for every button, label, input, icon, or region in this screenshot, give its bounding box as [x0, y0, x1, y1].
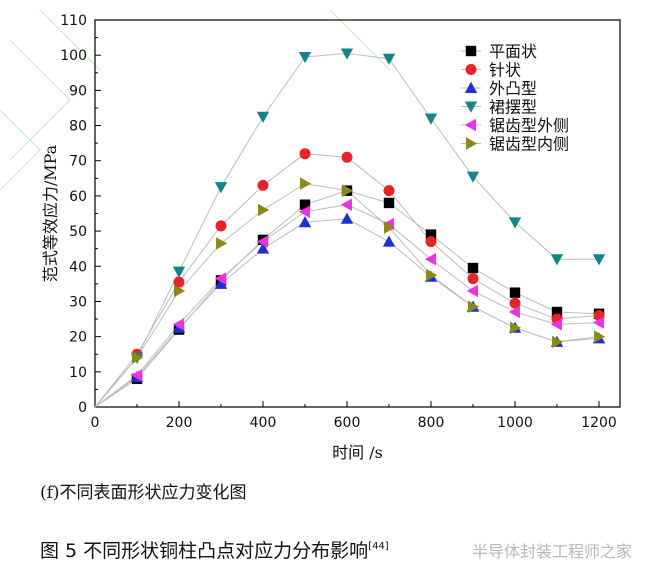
data-point-series-5: [592, 316, 604, 329]
sub-caption: (f)不同表面形状应力变化图: [40, 483, 247, 503]
y-axis-label: 范式等效应力/MPa: [41, 144, 60, 282]
legend-marker: [465, 45, 477, 57]
data-point-series-6: [216, 237, 228, 250]
data-point-series-4: [508, 217, 522, 229]
data-point-series-5: [214, 272, 226, 285]
x-tick-label: 600: [334, 415, 361, 431]
plot-frame: [94, 19, 621, 408]
data-point-series-6: [174, 284, 186, 298]
watermark: 半导体封装工程师之家: [472, 542, 633, 561]
y-tick-label: 100: [60, 48, 87, 64]
data-point-series-4: [382, 53, 396, 65]
data-point-series-5: [466, 284, 478, 298]
legend-label: 锯齿型外侧: [489, 116, 569, 135]
data-point-series-6: [594, 330, 606, 343]
data-point-series-5: [298, 205, 310, 218]
legend-marker: [464, 81, 478, 93]
data-point-series-5: [172, 318, 184, 331]
stress-chart: 0 200 400 600 800 1000 1200 0 10 20 30 40 50 60 70 80 90…: [41, 13, 621, 462]
data-point-series-3: [214, 277, 228, 289]
legend-marker: [466, 137, 478, 150]
x-tick-label: 0: [91, 415, 100, 431]
y-tick-label: 30: [69, 294, 87, 310]
data-point-series-6: [552, 335, 564, 349]
data-point-series-4: [256, 111, 270, 123]
data-point-series-3: [256, 242, 270, 254]
legend-label: 外凸型: [489, 79, 537, 98]
legend-marker: [464, 101, 478, 113]
data-point-series-2: [341, 151, 353, 163]
data-point-series-1: [383, 197, 395, 209]
data-point-series-6: [132, 351, 144, 364]
data-point-series-4: [298, 51, 312, 64]
y-tick-label: 90: [69, 83, 87, 99]
y-tick-label: 80: [69, 119, 87, 135]
data-point-series-6: [300, 177, 312, 190]
data-point-series-4: [340, 48, 354, 60]
data-point-series-4: [172, 266, 186, 278]
data-point-series-5: [550, 318, 562, 331]
data-point-series-6: [342, 184, 354, 197]
y-tick-label: 70: [69, 154, 87, 170]
y-tick-label: 40: [69, 259, 87, 275]
x-tick-label: 1000: [497, 415, 533, 431]
data-point-series-2: [215, 220, 227, 232]
y-tick-label: 110: [60, 13, 87, 29]
data-point-series-2: [383, 185, 395, 197]
data-point-series-5: [424, 253, 436, 266]
y-tick-label: 60: [69, 189, 87, 205]
legend-label: 平面状: [489, 42, 537, 61]
data-point-series-1: [509, 287, 521, 298]
legend-marker: [464, 118, 476, 132]
data-point-series-6: [510, 321, 522, 335]
data-point-series-6: [426, 268, 438, 282]
figure-caption: 图 5 不同形状铜柱凸点对应力分布影响[44]: [40, 536, 389, 563]
y-tick-label: 10: [69, 365, 87, 381]
data-point-series-3: [340, 212, 354, 224]
data-point-series-5: [130, 369, 142, 382]
data-point-series-3: [382, 235, 396, 247]
legend-label: 锯齿型内侧: [489, 135, 569, 154]
y-tick-label: 20: [69, 330, 87, 346]
x-tick-label: 800: [418, 415, 445, 431]
data-point-series-2: [509, 297, 521, 309]
x-tick-label: 400: [250, 415, 277, 431]
y-tick-label: 0: [78, 400, 87, 416]
data-point-series-6: [258, 203, 270, 217]
data-point-series-4: [550, 254, 564, 266]
x-axis-label: 时间 /s: [332, 443, 383, 462]
x-tick-label: 1200: [581, 415, 617, 431]
legend-label: 裙摆型: [489, 98, 537, 117]
x-tick-label: 200: [166, 415, 193, 431]
data-point-series-2: [425, 236, 437, 248]
data-point-series-4: [592, 254, 606, 266]
data-point-series-5: [256, 235, 268, 248]
data-point-series-2: [173, 276, 185, 288]
data-point-series-6: [468, 300, 480, 313]
data-point-series-2: [467, 273, 479, 285]
y-tick-label: 50: [69, 224, 87, 240]
data-point-series-4: [214, 182, 228, 194]
data-point-series-4: [466, 171, 480, 183]
series-line-3: [94, 218, 600, 408]
data-point-series-3: [298, 216, 312, 228]
data-point-series-1: [467, 262, 479, 274]
legend-marker: [465, 64, 477, 75]
figure-caption-text: 图 5 不同形状铜柱凸点对应力分布影响: [40, 540, 369, 562]
data-point-series-1: [425, 229, 437, 240]
data-point-series-1: [299, 199, 311, 210]
data-point-series-5: [508, 305, 520, 319]
data-point-series-5: [340, 198, 352, 211]
data-point-series-4: [424, 113, 438, 125]
figure-reference: [44]: [368, 541, 389, 552]
data-point-series-2: [257, 179, 269, 191]
data-point-series-2: [299, 148, 311, 160]
legend-label: 针状: [489, 61, 521, 80]
data-point-series-1: [551, 306, 563, 318]
data-point-series-6: [384, 221, 396, 234]
